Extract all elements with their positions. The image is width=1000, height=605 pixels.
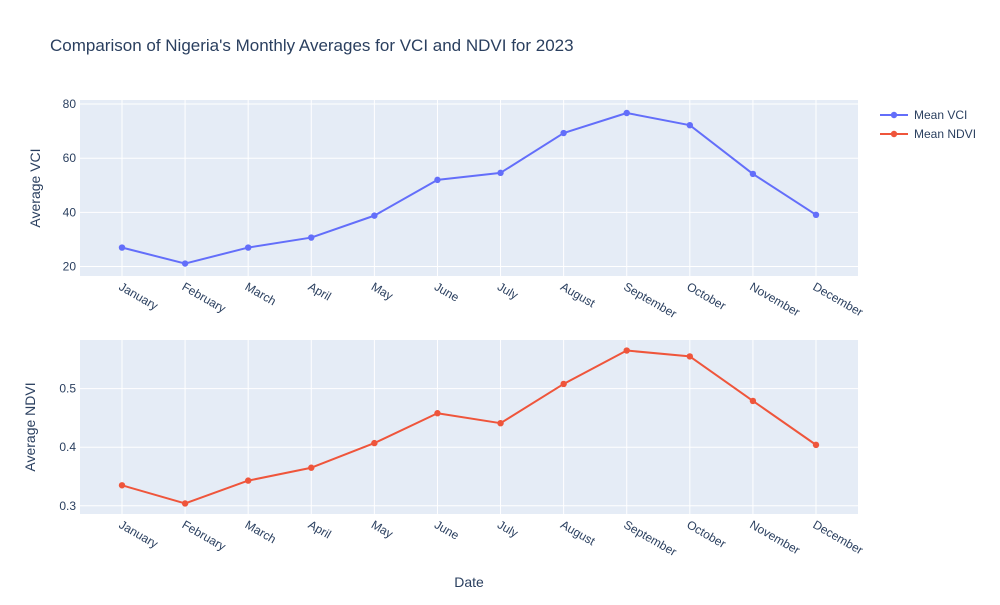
mean-vci-point	[118, 244, 126, 251]
mean-ndvi-point	[308, 464, 315, 471]
x-tick-label: November	[747, 279, 802, 319]
x-tick-label: November	[747, 517, 802, 557]
mean-vci-point	[812, 211, 820, 219]
ndvi-panel: 0.3 0.4 0.5 January February March April May Jun…	[22, 340, 865, 559]
legend-item-mean-ndvi[interactable]: Mean NDVI	[880, 127, 976, 141]
mean-vci-point	[308, 234, 315, 241]
mean-ndvi-point	[623, 347, 630, 354]
plot-area	[80, 340, 858, 514]
x-tick-label: January	[117, 279, 161, 312]
x-axis-title: Date	[454, 574, 484, 590]
mean-vci-point	[497, 169, 504, 177]
mean-vci-point	[749, 170, 757, 178]
y-tick-label: 40	[63, 205, 77, 219]
y-tick-label: 0.3	[59, 499, 76, 513]
legend-label: Mean NDVI	[914, 127, 976, 141]
mean-ndvi-line	[121, 349, 817, 505]
x-tick-label: May	[369, 517, 396, 540]
x-tick-label: February	[180, 517, 229, 553]
legend-swatch-marker	[890, 111, 898, 119]
mean-ndvi-point	[812, 441, 820, 449]
y-tick-label: 0.5	[59, 382, 76, 396]
mean-ndvi-point	[560, 380, 567, 388]
x-tick-label: April	[306, 517, 334, 541]
x-tick-label: September	[621, 279, 679, 320]
x-tick-label: August	[558, 517, 598, 548]
mean-ndvi-point	[118, 482, 126, 489]
y-axis-title: Average NDVI	[22, 382, 38, 471]
x-tick-label: June	[432, 279, 462, 304]
mean-vci-point	[560, 129, 567, 137]
mean-vci-point	[181, 260, 189, 267]
legend-item-mean-vci[interactable]: Mean VCI	[880, 108, 967, 122]
x-tick-label: July	[495, 279, 520, 302]
y-axis-title: Average VCI	[27, 148, 43, 227]
mean-ndvi-point	[181, 500, 189, 507]
vci-panel: 20 40 60 80 January February March April May June…	[27, 97, 865, 321]
y-tick-label: 60	[63, 151, 77, 165]
mean-ndvi-point	[434, 410, 441, 417]
x-tick-label: December	[811, 517, 866, 557]
mean-ndvi-point	[749, 397, 757, 405]
x-tick-label: May	[369, 279, 396, 302]
chart-title: Comparison of Nigeria's Monthly Averages…	[50, 36, 574, 55]
x-tick-label: September	[621, 517, 679, 558]
mean-vci-point	[686, 121, 694, 129]
legend[interactable]: Mean VCI Mean NDVI	[880, 108, 976, 141]
mean-ndvi-point	[686, 353, 694, 360]
mean-ndvi-point	[497, 419, 504, 427]
y-tick-label: 20	[63, 260, 77, 274]
legend-label: Mean VCI	[914, 108, 967, 122]
x-tick-label: March	[243, 279, 279, 308]
x-tick-label: December	[811, 279, 866, 319]
mean-vci-point	[371, 212, 378, 219]
x-tick-label: February	[180, 279, 229, 315]
y-tick-label: 80	[63, 97, 77, 111]
x-tick-label: July	[495, 517, 520, 540]
mean-ndvi-point	[244, 477, 252, 484]
x-tick-label: April	[306, 279, 334, 303]
x-tick-label: January	[117, 517, 161, 550]
mean-vci-point	[434, 176, 441, 184]
x-tick-label: October	[684, 517, 728, 550]
mean-vci-point	[244, 244, 252, 251]
y-tick-label: 0.4	[59, 440, 76, 454]
x-tick-label: March	[243, 517, 279, 546]
mean-vci-line	[121, 111, 817, 265]
legend-swatch-marker	[890, 130, 898, 138]
x-tick-label: August	[558, 279, 598, 310]
plot-area	[80, 100, 858, 276]
x-tick-label: October	[684, 279, 728, 312]
mean-ndvi-point	[371, 439, 378, 447]
mean-vci-point	[623, 109, 630, 117]
x-tick-label: June	[432, 517, 462, 542]
